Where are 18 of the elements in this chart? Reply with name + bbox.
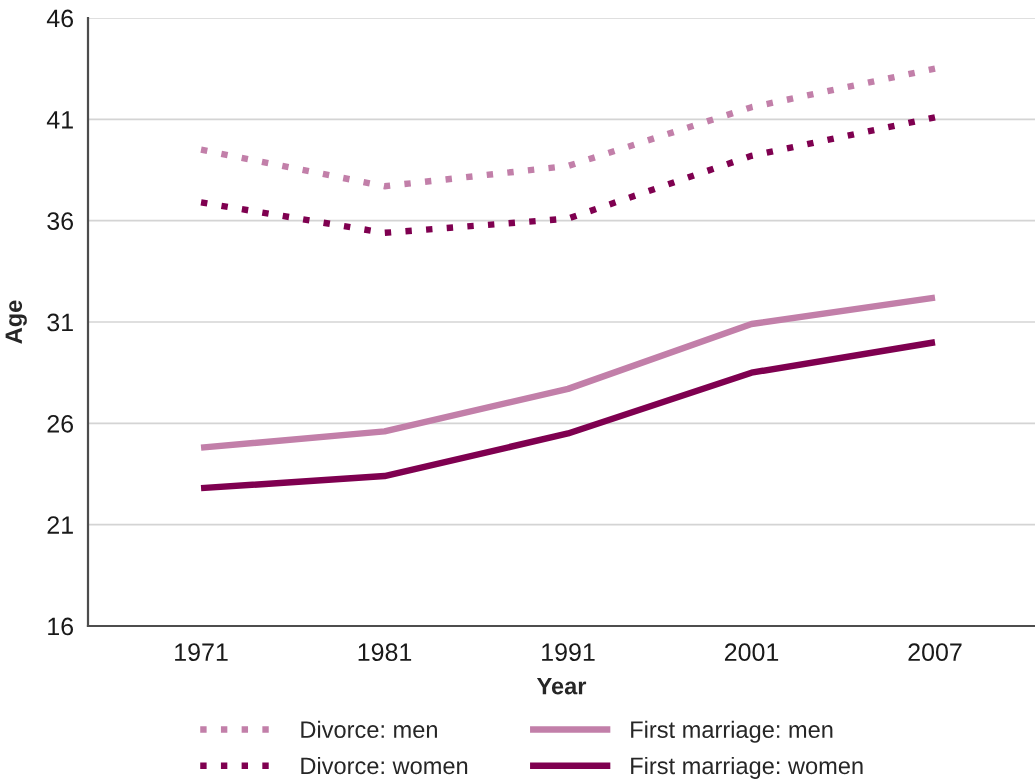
- x-tick-label: 2001: [724, 643, 779, 662]
- x-tick-label: 1971: [175, 643, 228, 662]
- x-tick-label: 1981: [358, 643, 412, 662]
- y-tick-label: 21: [47, 516, 73, 534]
- x-tick-label: 1991: [542, 643, 595, 662]
- y-tick-label: 26: [47, 414, 74, 433]
- y-tick-label: 36: [47, 212, 74, 230]
- legend-label: First marriage: women: [631, 756, 863, 779]
- x-tick-label: 2007: [908, 643, 962, 662]
- y-tick-label: 41: [46, 111, 73, 129]
- x-axis-title: Year: [536, 677, 587, 695]
- legend-label: Divorce: women: [301, 756, 468, 775]
- y-tick-label: 16: [48, 617, 74, 636]
- y-tick-label: 46: [46, 9, 74, 28]
- y-tick-label: 31: [47, 313, 73, 332]
- legend-label: First marriage: men: [631, 720, 833, 743]
- y-axis-title: Age: [5, 300, 27, 344]
- legend-label: Divorce: men: [301, 720, 437, 739]
